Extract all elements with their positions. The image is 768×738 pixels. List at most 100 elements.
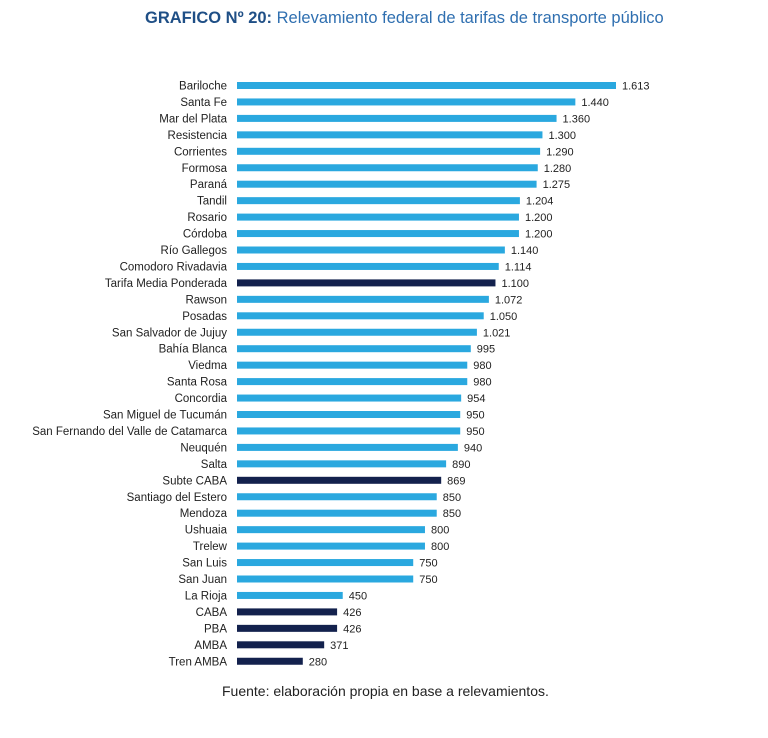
category-label: Salta bbox=[201, 459, 228, 471]
bar bbox=[237, 394, 462, 402]
bar bbox=[237, 197, 520, 205]
bar bbox=[237, 180, 537, 188]
value-label: 995 bbox=[477, 344, 495, 356]
category-label: Tren AMBA bbox=[169, 656, 228, 668]
category-label: San Salvador de Jujuy bbox=[112, 327, 227, 339]
value-label: 750 bbox=[419, 574, 437, 586]
value-label: 426 bbox=[343, 607, 361, 619]
value-label: 980 bbox=[473, 360, 491, 372]
bar bbox=[237, 361, 468, 369]
value-label: 1.021 bbox=[483, 327, 511, 339]
category-label: Viedma bbox=[188, 360, 227, 372]
bar-highlighted bbox=[237, 476, 442, 484]
bar bbox=[237, 213, 519, 221]
category-label: Rosario bbox=[187, 212, 227, 224]
value-label: 1.050 bbox=[490, 311, 518, 323]
value-label: 850 bbox=[443, 508, 461, 520]
category-label: Ushuaia bbox=[185, 525, 228, 537]
bar bbox=[237, 262, 499, 270]
bar bbox=[237, 509, 437, 517]
value-label: 450 bbox=[349, 590, 367, 602]
category-label: PBA bbox=[204, 623, 227, 635]
category-label: Tarifa Media Ponderada bbox=[105, 278, 228, 290]
value-label: 1.275 bbox=[543, 179, 571, 191]
bar bbox=[237, 559, 414, 567]
value-label: 800 bbox=[431, 525, 449, 537]
value-label: 1.114 bbox=[505, 261, 532, 273]
value-label: 800 bbox=[431, 541, 449, 553]
value-label: 1.200 bbox=[525, 229, 553, 241]
value-label: 280 bbox=[309, 656, 327, 668]
category-label: Mar del Plata bbox=[159, 113, 227, 125]
value-label: 890 bbox=[452, 459, 470, 471]
chart-title-text: Relevamiento federal de tarifas de trans… bbox=[276, 9, 664, 27]
value-label: 850 bbox=[443, 492, 461, 504]
value-label: 1.280 bbox=[544, 163, 572, 175]
category-label: Tandil bbox=[197, 196, 227, 208]
source-note: Fuente: elaboración propia en base a rel… bbox=[222, 683, 549, 699]
category-label: Santiago del Estero bbox=[127, 492, 227, 504]
bar bbox=[237, 443, 458, 451]
category-label: San Miguel de Tucumán bbox=[103, 410, 227, 422]
category-label: Santa Rosa bbox=[167, 377, 228, 389]
value-label: 1.140 bbox=[511, 245, 539, 257]
bar bbox=[237, 131, 543, 139]
bar bbox=[237, 147, 541, 155]
bar bbox=[237, 295, 489, 303]
bar bbox=[237, 591, 343, 599]
value-label: 426 bbox=[343, 623, 361, 635]
category-label: Río Gallegos bbox=[161, 245, 228, 257]
bar bbox=[237, 328, 477, 336]
bar bbox=[237, 542, 425, 550]
bar bbox=[237, 493, 437, 501]
value-label: 1.072 bbox=[495, 294, 523, 306]
bar bbox=[237, 345, 471, 353]
category-label: Formosa bbox=[182, 163, 228, 175]
value-label: 950 bbox=[466, 426, 484, 438]
bar bbox=[237, 246, 505, 254]
bar-highlighted bbox=[237, 279, 496, 287]
bar bbox=[237, 98, 576, 106]
category-label: Paraná bbox=[190, 179, 228, 191]
value-label: 1.440 bbox=[581, 97, 609, 109]
category-label: La Rioja bbox=[185, 590, 228, 602]
value-label: 1.100 bbox=[501, 278, 529, 290]
value-label: 980 bbox=[473, 377, 491, 389]
value-label: 1.200 bbox=[525, 212, 553, 224]
bar bbox=[237, 230, 519, 238]
value-label: 940 bbox=[464, 442, 482, 454]
category-label: Trelew bbox=[193, 541, 228, 553]
value-label: 869 bbox=[447, 475, 465, 487]
category-label: Bahía Blanca bbox=[159, 344, 228, 356]
value-label: 954 bbox=[467, 393, 485, 405]
category-label: Rawson bbox=[185, 294, 227, 306]
category-label: Resistencia bbox=[168, 130, 228, 142]
chart-title-prefix: GRAFICO Nº 20: bbox=[145, 9, 273, 27]
value-label: 750 bbox=[419, 558, 437, 570]
bar bbox=[237, 114, 557, 122]
category-label: Subte CABA bbox=[162, 475, 227, 487]
category-label: Comodoro Rivadavia bbox=[120, 261, 228, 273]
bar-highlighted bbox=[237, 608, 338, 616]
value-label: 1.204 bbox=[526, 196, 554, 208]
bar-highlighted bbox=[237, 657, 303, 665]
value-label: 1.300 bbox=[548, 130, 576, 142]
bar bbox=[237, 312, 484, 320]
category-label: CABA bbox=[196, 607, 228, 619]
bar bbox=[237, 378, 468, 386]
category-label: San Juan bbox=[178, 574, 227, 586]
value-label: 371 bbox=[330, 640, 348, 652]
value-label: 1.360 bbox=[563, 113, 591, 125]
bar bbox=[237, 526, 425, 534]
bar bbox=[237, 427, 461, 435]
category-label: Neuquén bbox=[180, 442, 227, 454]
category-label: Córdoba bbox=[183, 229, 228, 241]
category-label: Posadas bbox=[182, 311, 227, 323]
bar bbox=[237, 575, 414, 583]
value-label: 950 bbox=[466, 410, 484, 422]
bar-highlighted bbox=[237, 624, 338, 632]
category-label: Corrientes bbox=[174, 146, 227, 158]
bar-highlighted bbox=[237, 641, 325, 649]
bar bbox=[237, 82, 616, 89]
category-label: San Fernando del Valle de Catamarca bbox=[32, 426, 227, 438]
